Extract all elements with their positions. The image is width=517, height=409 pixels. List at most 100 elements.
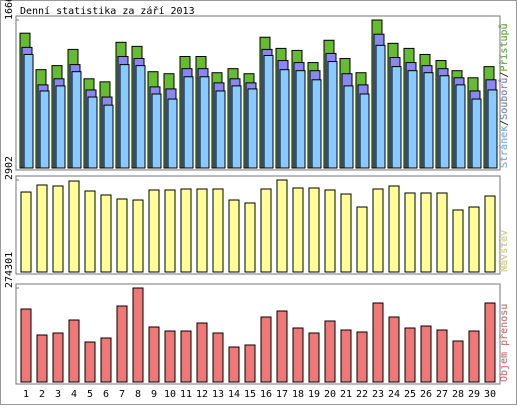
x-tick-label: 17 — [276, 389, 288, 400]
x-tick-label: 27 — [436, 389, 448, 400]
x-tick-label: 30 — [484, 389, 496, 400]
bar — [84, 190, 96, 273]
bar — [39, 90, 50, 169]
bar — [212, 332, 224, 383]
bar — [68, 319, 80, 383]
x-tick-label: 6 — [103, 389, 109, 400]
x-tick-label: 12 — [196, 389, 208, 400]
bar — [20, 308, 32, 383]
panel — [15, 15, 501, 171]
x-tick-label: 11 — [180, 389, 192, 400]
x-tick-label: 1 — [23, 389, 29, 400]
bar — [148, 189, 160, 273]
bar — [436, 192, 448, 273]
bar — [247, 88, 258, 169]
x-tick-label: 7 — [119, 389, 125, 400]
bar — [423, 72, 434, 169]
x-tick-label: 22 — [356, 389, 368, 400]
legend-entry: Přístupů — [498, 23, 510, 71]
bar — [244, 344, 256, 383]
bar — [132, 199, 144, 273]
bar — [119, 64, 130, 169]
bar — [372, 302, 384, 383]
x-tick-label: 10 — [164, 389, 176, 400]
bar — [180, 330, 192, 383]
bar — [295, 70, 306, 169]
x-tick-label: 18 — [292, 389, 304, 400]
x-tick-label: 25 — [404, 389, 416, 400]
x-tick-label: 20 — [324, 389, 336, 400]
x-tick-label: 9 — [151, 389, 157, 400]
bar — [52, 332, 64, 383]
bar — [20, 191, 32, 273]
bar — [196, 188, 208, 273]
bar — [260, 316, 272, 383]
bar — [484, 302, 496, 383]
bar — [292, 327, 304, 383]
bar — [103, 104, 114, 169]
bar — [263, 54, 274, 169]
bar — [359, 93, 370, 169]
x-tick-label: 29 — [468, 389, 480, 400]
bar — [100, 194, 112, 273]
bar — [292, 187, 304, 273]
bar — [52, 185, 64, 273]
bar — [436, 329, 448, 383]
bar — [388, 316, 400, 383]
y-tick-label: 274301 — [4, 252, 15, 288]
y-tick-label: 2902 — [4, 156, 15, 180]
x-tick-label: 8 — [135, 389, 141, 400]
legend-separator: / — [499, 120, 510, 126]
bar — [199, 76, 210, 169]
bar — [340, 193, 352, 273]
x-tick-label: 19 — [308, 389, 320, 400]
x-tick-label: 16 — [260, 389, 272, 400]
bar — [468, 206, 480, 273]
bar — [324, 189, 336, 273]
bar — [404, 327, 416, 383]
bar — [276, 310, 288, 383]
bar — [215, 90, 226, 169]
x-tick-label: 26 — [420, 389, 432, 400]
bar — [68, 180, 80, 273]
bar — [260, 188, 272, 273]
bar — [228, 199, 240, 273]
bar — [420, 325, 432, 383]
bar — [180, 188, 192, 273]
legend-separator: / — [499, 72, 510, 78]
bar — [375, 44, 386, 169]
y-tick-label: 16669 — [4, 0, 15, 20]
bar — [308, 187, 320, 273]
bar — [327, 61, 338, 169]
bar — [420, 192, 432, 273]
bar — [244, 202, 256, 273]
bar — [279, 69, 290, 169]
legend: Návštěv — [498, 230, 510, 272]
bar — [356, 206, 368, 273]
bar — [151, 93, 162, 169]
legend-entry: Souborů — [498, 78, 510, 120]
x-tick-label: 5 — [87, 389, 93, 400]
x-tick-label: 21 — [340, 389, 352, 400]
bar — [100, 337, 112, 383]
bar — [231, 85, 242, 169]
legend: Stránek/Souborů/Přístupů — [498, 23, 510, 168]
bar — [23, 53, 34, 169]
legend-entry: Návštěv — [498, 230, 510, 272]
x-tick-label: 4 — [71, 389, 77, 400]
legend-entry: Objem přenosu — [498, 304, 510, 382]
legend: Objem přenosu — [498, 304, 510, 382]
bar — [343, 85, 354, 169]
x-tick-label: 15 — [244, 389, 256, 400]
bar — [452, 340, 464, 383]
bar — [340, 329, 352, 383]
x-tick-label: 3 — [55, 389, 61, 400]
legend-entry: Stránek — [498, 126, 510, 168]
bar — [471, 98, 482, 169]
bar — [71, 71, 82, 169]
bar — [388, 185, 400, 273]
bar — [132, 287, 144, 383]
bar — [196, 322, 208, 383]
bar — [36, 334, 48, 383]
